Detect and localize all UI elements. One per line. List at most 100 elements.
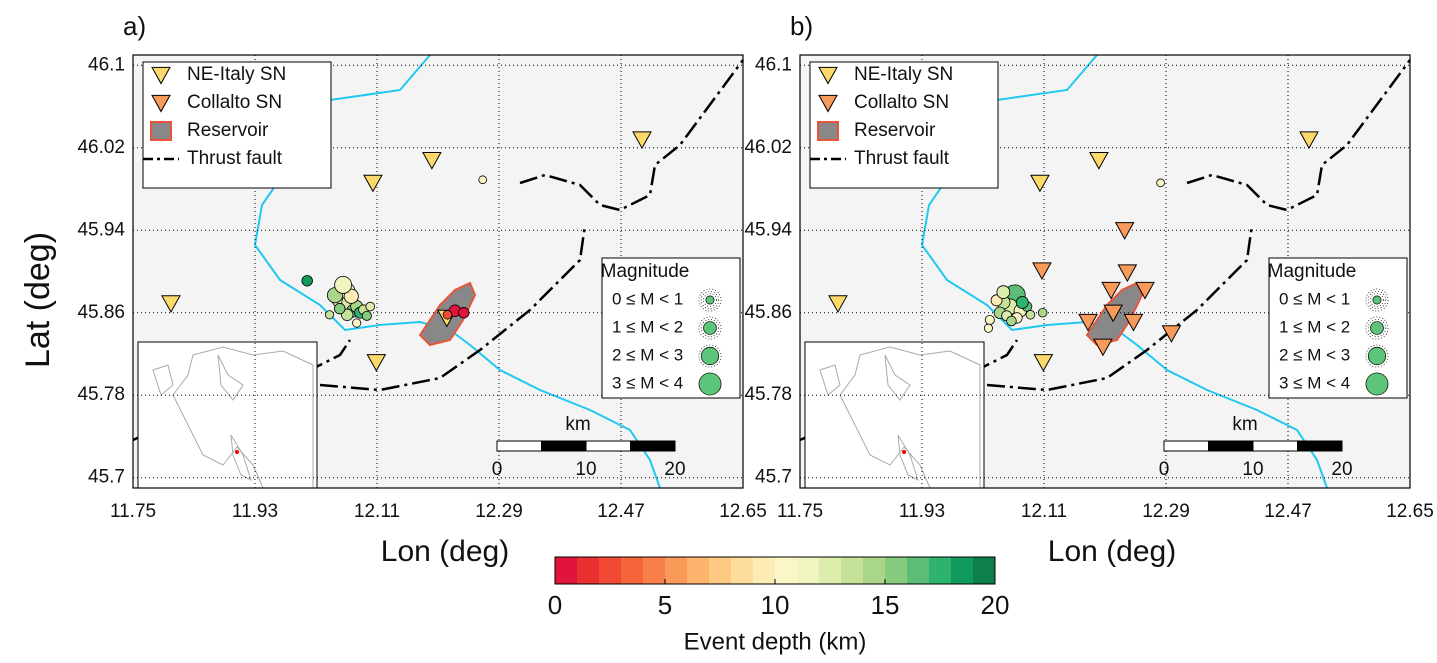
- y-tick-label: 46.1: [88, 54, 125, 75]
- colorbar-tick-label: 20: [981, 590, 1010, 620]
- legend-symbol: [818, 66, 838, 85]
- magnitude-legend-box: [1268, 257, 1408, 399]
- colorbar-tick-label: 10: [761, 590, 790, 620]
- magnitude-symbol: [1372, 295, 1382, 305]
- y-tick-label: 45.78: [77, 384, 125, 405]
- y-tick-label: 45.86: [77, 302, 125, 323]
- colorbar-cell: [709, 557, 732, 584]
- event: [984, 314, 995, 325]
- x-tick-label: 11.75: [777, 501, 823, 522]
- map-panel: 11.75 11.93 12.11 12.29 12.47 12.65 45.7 45.78 4…: [744, 53, 1434, 522]
- station: [1161, 325, 1182, 343]
- station: [363, 174, 383, 193]
- y-tick-label: 45.7: [88, 467, 125, 488]
- event: [983, 323, 993, 333]
- station: [1114, 222, 1135, 240]
- station: [1030, 174, 1050, 193]
- magnitude-symbol: [700, 290, 720, 310]
- legend-label: NE-Italy SN: [187, 64, 286, 85]
- legend-label: NE-Italy SN: [854, 64, 953, 85]
- colorbar-label: Event depth (km): [684, 628, 867, 655]
- colorbar-cell: [819, 557, 842, 584]
- colorbar-cell: [577, 557, 600, 584]
- station: [366, 354, 387, 372]
- legend-symbol: [151, 66, 171, 85]
- magnitude-symbol: [1365, 344, 1389, 368]
- station: [828, 295, 848, 314]
- magnitude-symbol: [1367, 346, 1387, 366]
- colorbar-cell: [555, 557, 578, 584]
- magnitude-symbol: [698, 316, 722, 340]
- event: [1015, 296, 1029, 309]
- station: [1089, 152, 1109, 170]
- magnitude-symbol: [1367, 318, 1387, 338]
- station: [1117, 264, 1138, 283]
- y-tick-label: 45.94: [77, 219, 125, 240]
- station: [161, 295, 181, 314]
- colorbar-cell: [621, 557, 644, 584]
- y-tick-label: 45.86: [744, 302, 792, 323]
- magnitude-legend-label: 1 ≤ M < 2: [1279, 317, 1350, 336]
- x-tick-label: 12.47: [1264, 501, 1312, 522]
- y-tick-label: 46.02: [744, 137, 792, 158]
- scale-bar-segment: [630, 440, 676, 452]
- x-tick-label: 12.65: [1386, 501, 1434, 522]
- scale-bar-segment: [1297, 440, 1343, 452]
- event: [325, 310, 335, 320]
- legend-box: [809, 61, 999, 189]
- y-tick-label: 46.02: [77, 137, 125, 158]
- colorbar-tick-label: 0: [548, 590, 562, 620]
- magnitude-symbol: [698, 344, 722, 368]
- scale-bar-segment: [1252, 440, 1298, 452]
- station: [1101, 281, 1121, 300]
- colorbar-cell: [775, 557, 798, 584]
- scale-bar-segment: [585, 440, 631, 452]
- event: [361, 310, 372, 321]
- scale-bar-segment: [496, 440, 542, 452]
- event: [301, 275, 313, 287]
- colorbar-cell: [841, 557, 864, 584]
- event: [365, 301, 376, 312]
- legend-label: Reservoir: [854, 120, 936, 141]
- x-tick-label: 12.29: [475, 501, 523, 522]
- magnitude-legend-label: 2 ≤ M < 3: [1279, 345, 1350, 364]
- event: [458, 307, 470, 319]
- station: [1123, 313, 1144, 332]
- colorbar-tick-label: 5: [658, 590, 672, 620]
- legend-label: Collalto SN: [187, 92, 282, 113]
- legend-symbol: [817, 121, 839, 141]
- magnitude-symbol: [1365, 372, 1389, 396]
- event: [334, 302, 346, 315]
- colorbar-cell: [731, 557, 754, 584]
- scale-bar-segment: [541, 440, 587, 452]
- colorbar-cell: [753, 557, 776, 584]
- colorbar-cell: [973, 557, 996, 584]
- colorbar-cell: [885, 557, 908, 584]
- magnitude-symbol: [698, 288, 722, 312]
- colorbar-cell: [929, 557, 952, 584]
- station: [1033, 354, 1054, 372]
- magnitude-legend-label: 1 ≤ M < 2: [612, 317, 683, 336]
- x-tick-label: 12.11: [354, 501, 400, 522]
- station: [1103, 304, 1123, 323]
- y-tick-label: 46.1: [755, 54, 792, 75]
- x-tick-label: 11.75: [110, 501, 156, 522]
- legend-box: [142, 61, 332, 189]
- colorbar-cell: [687, 557, 710, 584]
- legend-label: Thrust fault: [854, 148, 950, 169]
- event: [1025, 310, 1036, 320]
- scale-bar-label: 0: [492, 459, 503, 480]
- event: [1037, 307, 1048, 318]
- x-tick-label: 11.93: [232, 501, 278, 522]
- y-axis-label: Lat (deg): [19, 232, 57, 368]
- event: [334, 275, 353, 294]
- station: [422, 152, 442, 170]
- legend-label: Thrust fault: [187, 148, 283, 169]
- station: [1135, 281, 1155, 300]
- scale-bar-label: 10: [575, 459, 596, 480]
- magnitude-symbol: [703, 321, 717, 335]
- scale-bar-label: 20: [1331, 459, 1352, 480]
- event: [352, 318, 362, 328]
- station: [632, 131, 652, 150]
